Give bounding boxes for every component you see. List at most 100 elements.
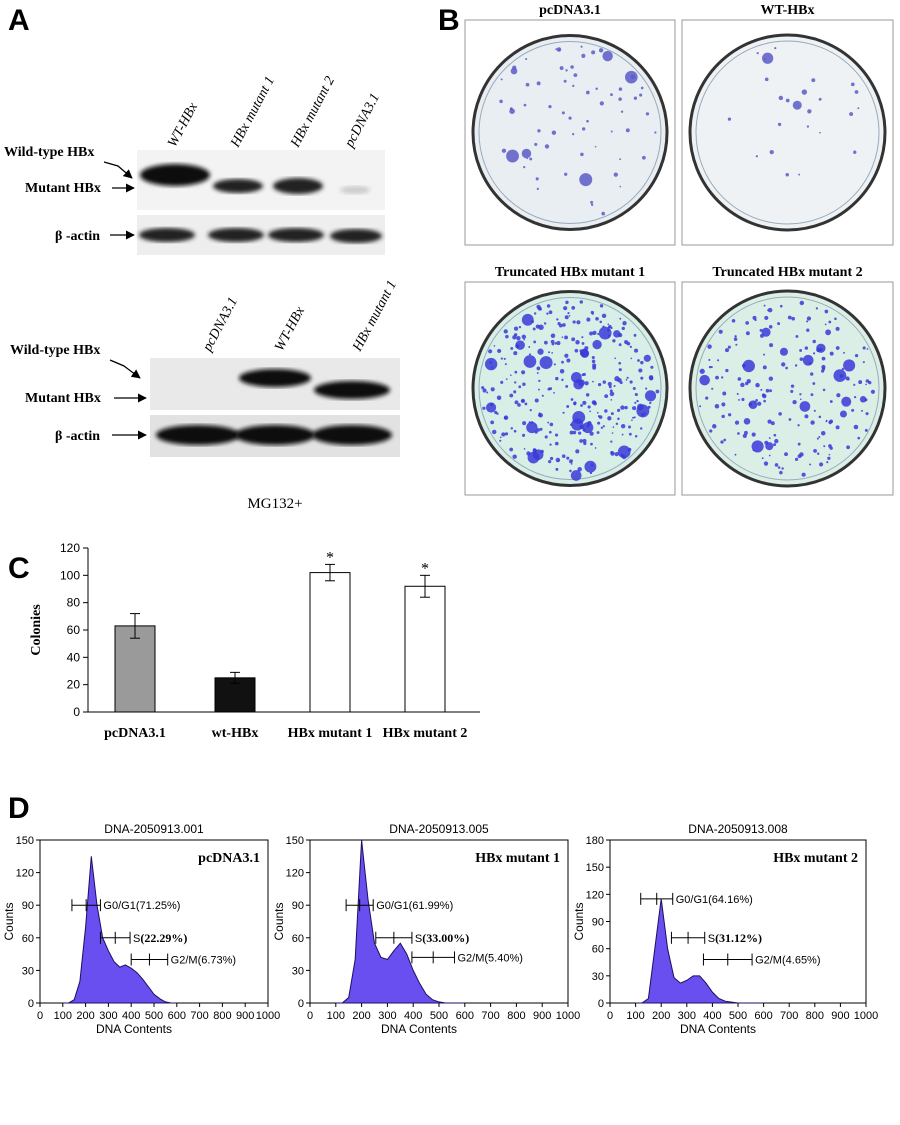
colony (822, 388, 826, 392)
colony (618, 368, 622, 372)
colony (645, 387, 648, 390)
y-tick-label: 60 (292, 933, 304, 945)
colony (865, 379, 870, 383)
colony (828, 320, 832, 324)
colony (718, 329, 723, 334)
colony (574, 348, 579, 353)
colony (742, 433, 747, 439)
panel-letter: A (8, 4, 30, 37)
dish-title: pcDNA3.1 (539, 3, 601, 18)
colony (544, 435, 548, 439)
colony (777, 322, 781, 326)
colony (767, 419, 772, 424)
colony (523, 103, 527, 107)
colony (699, 368, 705, 374)
colony (802, 354, 814, 366)
colony (513, 429, 517, 433)
colony (636, 404, 650, 418)
y-tick-label: 40 (67, 650, 81, 664)
colony (566, 456, 570, 460)
colony (572, 430, 577, 435)
gate-percent: (64.16%) (708, 894, 753, 906)
colony (707, 344, 712, 349)
colony (640, 427, 643, 430)
x-tick-label: 0 (607, 1010, 613, 1022)
colony (598, 326, 612, 340)
y-tick-label: 60 (67, 623, 81, 637)
colony (630, 357, 633, 360)
gate-percent: (61.99%) (409, 900, 454, 912)
colony (586, 317, 591, 322)
y-tick-label: 90 (592, 917, 604, 929)
colony (784, 452, 788, 457)
dish (471, 290, 669, 487)
colony (614, 357, 617, 360)
colony (638, 368, 643, 373)
colony (548, 459, 552, 464)
colony (751, 440, 764, 453)
colony (589, 431, 594, 436)
histogram (635, 898, 764, 1004)
colony (736, 392, 739, 395)
colony (813, 409, 816, 412)
colony (595, 87, 598, 90)
gate-percent: (31.12%) (715, 931, 762, 945)
colony (748, 402, 753, 407)
colony (835, 425, 840, 430)
y-tick-label: 90 (292, 900, 304, 912)
colony (543, 322, 547, 325)
plot-title: DNA-2050913.008 (688, 822, 788, 836)
colony (788, 418, 792, 421)
colony (617, 417, 620, 421)
colony (585, 90, 590, 95)
y-tick-label: 60 (22, 933, 34, 945)
dish (471, 34, 669, 231)
colony (720, 440, 724, 444)
bar (404, 585, 446, 713)
colony (562, 323, 566, 327)
x-tick-label: 900 (831, 1010, 849, 1022)
plot-label: HBx mutant 2 (773, 851, 858, 866)
gate-label: G0/G1(61.99%) (376, 900, 453, 912)
colony (593, 333, 595, 335)
colony (731, 318, 736, 323)
colony (582, 438, 587, 443)
colony (846, 445, 850, 450)
gate (702, 953, 753, 966)
colony (797, 424, 800, 427)
y-tick-label: 100 (60, 568, 80, 582)
colony (643, 354, 651, 362)
colony (777, 122, 782, 127)
colony (607, 323, 610, 325)
colony (629, 345, 632, 349)
colony (757, 401, 762, 406)
dish-rim (695, 40, 880, 225)
colony (503, 329, 508, 334)
colony (484, 357, 498, 371)
colony (633, 416, 636, 419)
colony (564, 315, 569, 320)
colony (569, 430, 574, 435)
gate-label: S(31.12%) (708, 931, 762, 945)
x-axis-label: DNA Contents (680, 1022, 756, 1036)
x-tick-label: 500 (729, 1010, 747, 1022)
band-label: β -actin (55, 229, 100, 244)
colony (559, 66, 564, 71)
gate (130, 953, 169, 966)
colony (570, 398, 574, 401)
colony (509, 393, 514, 398)
colony (640, 376, 644, 380)
blot-1 (137, 150, 385, 255)
colony (841, 367, 845, 371)
colony (564, 172, 568, 176)
colony (505, 378, 508, 380)
x-tick-label: 800 (806, 1010, 824, 1022)
colony (777, 466, 781, 469)
colony (546, 304, 551, 308)
dish-title: Truncated HBx mutant 2 (712, 265, 862, 280)
colony (640, 360, 644, 365)
histogram (335, 839, 465, 1004)
colony (523, 338, 525, 341)
colony (510, 67, 518, 75)
colony (571, 306, 576, 310)
